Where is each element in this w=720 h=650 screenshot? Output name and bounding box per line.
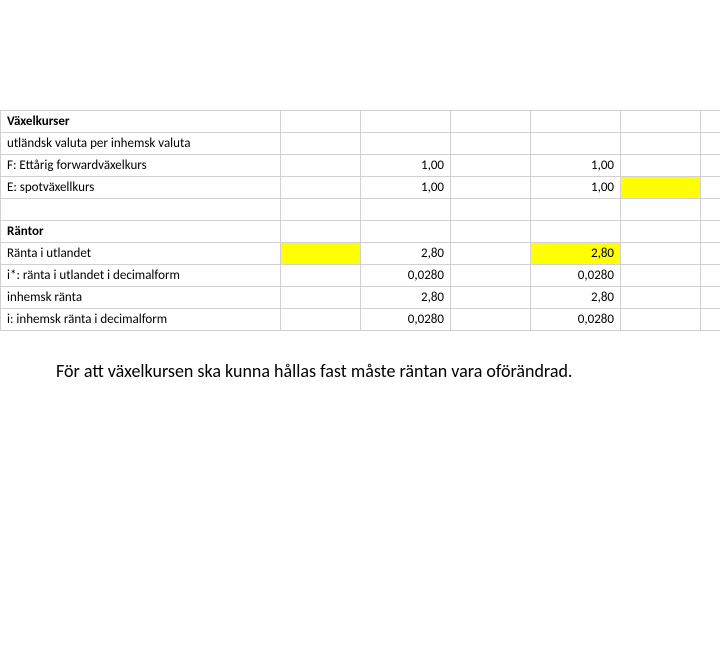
cell: 1,00 bbox=[531, 177, 621, 199]
cell bbox=[701, 199, 720, 221]
table-row: i: inhemsk ränta i decimalform 0,0280 0,02… bbox=[1, 309, 720, 331]
table-row bbox=[1, 199, 720, 221]
cell: 1,00 bbox=[531, 155, 621, 177]
cell bbox=[531, 221, 621, 243]
cell bbox=[281, 199, 361, 221]
cell: 0,0280 bbox=[701, 265, 720, 287]
table-row: inhemsk ränta 2,80 2,80 2,80 bbox=[1, 287, 720, 309]
table-row: utländsk valuta per inhemsk valuta bbox=[1, 133, 720, 155]
cell bbox=[451, 221, 531, 243]
cell bbox=[1, 199, 281, 221]
cell bbox=[621, 177, 701, 199]
table-row: Växelkurser bbox=[1, 111, 720, 133]
slide-caption: För att växelkursen ska kunna hållas fas… bbox=[0, 331, 720, 383]
cell bbox=[701, 221, 720, 243]
cell: i: inhemsk ränta i decimalform bbox=[1, 309, 281, 331]
cell bbox=[531, 133, 621, 155]
spreadsheet-fragment: Växelkurserutländsk valuta per inhemsk v… bbox=[0, 110, 720, 331]
table-row: i*: ränta i utlandet i decimalform 0,0280… bbox=[1, 265, 720, 287]
cell bbox=[361, 221, 451, 243]
cell bbox=[281, 243, 361, 265]
cell bbox=[451, 309, 531, 331]
cell bbox=[621, 309, 701, 331]
cell: 2,80 bbox=[531, 287, 621, 309]
cell bbox=[451, 287, 531, 309]
cell bbox=[281, 287, 361, 309]
cell bbox=[361, 111, 451, 133]
cell bbox=[451, 177, 531, 199]
cell bbox=[281, 133, 361, 155]
cell: i*: ränta i utlandet i decimalform bbox=[1, 265, 281, 287]
cell bbox=[621, 133, 701, 155]
cell bbox=[451, 111, 531, 133]
cell bbox=[531, 199, 621, 221]
cell bbox=[281, 221, 361, 243]
cell bbox=[621, 199, 701, 221]
cell: utländsk valuta per inhemsk valuta bbox=[1, 133, 281, 155]
cell: E: spotväxellkurs bbox=[1, 177, 281, 199]
cell bbox=[281, 177, 361, 199]
cell bbox=[451, 133, 531, 155]
cell bbox=[281, 155, 361, 177]
cell bbox=[701, 111, 720, 133]
cell: Räntor bbox=[1, 221, 281, 243]
cell bbox=[621, 111, 701, 133]
cell bbox=[361, 199, 451, 221]
cell: 0,0280 bbox=[531, 309, 621, 331]
cell bbox=[451, 265, 531, 287]
cell: 1,00 bbox=[701, 177, 720, 199]
cell: 2,80 bbox=[361, 243, 451, 265]
cell: Ränta i utlandet bbox=[1, 243, 281, 265]
cell: Växelkurser bbox=[1, 111, 281, 133]
cell: 1,00 bbox=[361, 155, 451, 177]
cell: 2,80 bbox=[701, 287, 720, 309]
data-table: Växelkurserutländsk valuta per inhemsk v… bbox=[0, 110, 720, 331]
cell bbox=[451, 243, 531, 265]
cell: 1,00 bbox=[361, 177, 451, 199]
cell bbox=[621, 155, 701, 177]
table-row: E: spotväxellkurs 1,00 1,00 1,00 bbox=[1, 177, 720, 199]
cell: F: Ettårig forwardväxelkurs bbox=[1, 155, 281, 177]
cell bbox=[451, 155, 531, 177]
cell: 0,0280 bbox=[361, 309, 451, 331]
table-row: F: Ettårig forwardväxelkurs 1,00 1,00 1,00 bbox=[1, 155, 720, 177]
table-row: Räntor bbox=[1, 221, 720, 243]
cell: 0,0280 bbox=[531, 265, 621, 287]
cell bbox=[281, 265, 361, 287]
cell: 2,80 bbox=[531, 243, 621, 265]
cell bbox=[621, 287, 701, 309]
cell bbox=[621, 243, 701, 265]
cell: inhemsk ränta bbox=[1, 287, 281, 309]
cell bbox=[281, 309, 361, 331]
cell bbox=[361, 133, 451, 155]
cell bbox=[621, 265, 701, 287]
cell bbox=[281, 111, 361, 133]
cell: 2,80 bbox=[361, 287, 451, 309]
table-row: Ränta i utlandet 2,80 2,80 2,80 bbox=[1, 243, 720, 265]
table-body: Växelkurserutländsk valuta per inhemsk v… bbox=[1, 111, 720, 331]
cell: 0,0280 bbox=[701, 309, 720, 331]
cell: 2,80 bbox=[701, 243, 720, 265]
cell: 1,00 bbox=[701, 155, 720, 177]
cell bbox=[451, 199, 531, 221]
cell bbox=[531, 111, 621, 133]
cell: 0,0280 bbox=[361, 265, 451, 287]
cell bbox=[621, 221, 701, 243]
cell bbox=[701, 133, 720, 155]
